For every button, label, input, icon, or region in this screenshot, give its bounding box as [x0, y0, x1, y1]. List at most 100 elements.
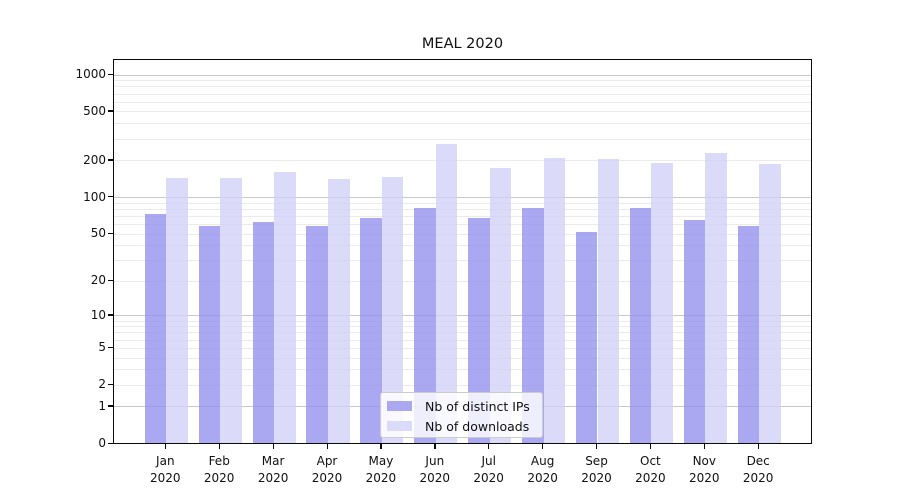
gridline-8	[114, 326, 811, 328]
y-tick-label-2: 2	[98, 377, 106, 392]
y-tick-mark	[108, 279, 113, 282]
y-tick-mark	[108, 383, 113, 386]
bar-downloads-oct	[651, 163, 673, 443]
x-tick-label-jan: Jan 2020	[150, 454, 181, 485]
bar-ips-nov	[683, 220, 706, 443]
gridline-3	[114, 369, 811, 371]
bar-ips-jan	[144, 213, 167, 443]
legend-item-distinct-ips: Nb of distinct IPs	[387, 398, 530, 414]
x-tick-mark	[488, 444, 490, 449]
x-tick-mark	[434, 444, 436, 449]
bar-downloads-dec	[759, 163, 781, 443]
x-tick-label-mar: Mar 2020	[257, 454, 289, 485]
x-tick-label-sep: Sep 2020	[581, 454, 612, 485]
x-tick-label-aug: Aug 2020	[527, 454, 558, 485]
gridline-300	[114, 138, 811, 140]
legend-item-downloads: Nb of downloads	[387, 418, 529, 434]
gridline-60	[114, 223, 811, 225]
gridline-90	[114, 202, 811, 204]
x-tick-mark	[649, 444, 652, 449]
gridline-900	[114, 80, 811, 82]
gridline-4	[114, 357, 811, 359]
x-tick-label-dec: Dec 2020	[742, 454, 774, 485]
x-tick-label-oct: Oct 2020	[635, 454, 666, 485]
x-tick-mark	[596, 444, 598, 449]
gridline-20	[114, 280, 811, 282]
gridline-70	[114, 215, 811, 217]
plot-area: Nb of distinct IPs Nb of downloads	[113, 59, 812, 444]
x-tick-label-feb: Feb 2020	[203, 454, 235, 485]
bar-ips-aug	[522, 207, 544, 443]
y-tick-label-50: 50	[90, 226, 106, 240]
x-tick-mark	[542, 444, 544, 449]
x-tick-mark	[164, 444, 167, 449]
bar-downloads-jun	[435, 143, 458, 443]
x-tick-mark	[272, 444, 274, 449]
gridline-500	[114, 111, 811, 113]
x-tick-label-jun: Jun 2020	[419, 454, 451, 485]
gridline-9	[114, 320, 811, 322]
gridline-6	[114, 339, 811, 341]
x-tick-label-apr: Apr 2020	[311, 454, 343, 485]
x-tick-label-nov: Nov 2020	[689, 454, 720, 485]
bar-ips-may	[360, 217, 382, 443]
x-tick-label-jul: Jul 2020	[473, 454, 504, 485]
bars	[114, 60, 811, 443]
bar-downloads-jan	[166, 177, 188, 443]
bar-downloads-sep	[597, 158, 620, 443]
legend-label-downloads: Nb of downloads	[425, 418, 530, 434]
y-tick-label-0: 0	[98, 436, 106, 450]
gridline-30	[114, 260, 811, 262]
gridline-40	[114, 245, 811, 247]
gridline-200	[114, 160, 811, 162]
bar-ips-feb	[198, 226, 221, 443]
bar-ips-dec	[737, 226, 760, 443]
y-tick-mark	[108, 110, 113, 112]
gridline-400	[114, 123, 811, 125]
y-tick-label-10: 10	[90, 307, 106, 322]
bar-downloads-feb	[220, 178, 242, 443]
gridline-700	[114, 93, 811, 95]
gridline-50	[114, 233, 811, 235]
x-tick-mark	[380, 444, 382, 449]
legend-label-distinct-ips: Nb of distinct IPs	[425, 398, 530, 414]
bar-downloads-mar	[274, 172, 296, 443]
gridline-800	[114, 86, 811, 88]
gridline-2	[114, 384, 811, 386]
gridline-1000	[114, 74, 811, 76]
bar-downloads-aug	[543, 158, 566, 443]
legend-swatch-downloads-icon	[387, 421, 412, 431]
bar-downloads-may	[381, 176, 404, 443]
y-tick-label-20: 20	[90, 273, 106, 288]
x-tick-mark	[326, 444, 328, 449]
x-tick-mark	[218, 444, 220, 449]
gridline-5	[114, 347, 811, 349]
bar-downloads-apr	[328, 179, 350, 443]
gridline-100	[114, 197, 811, 198]
bar-ips-jul	[468, 218, 490, 443]
y-tick-label-100: 100	[83, 189, 106, 204]
gridline-7	[114, 332, 811, 334]
y-tick-mark	[108, 442, 113, 444]
gridline-80	[114, 208, 811, 210]
bar-ips-apr	[306, 226, 328, 443]
legend: Nb of distinct IPs Nb of downloads	[380, 392, 543, 438]
y-tick-mark	[108, 159, 113, 161]
bar-ips-oct	[629, 207, 652, 443]
y-tick-label-5: 5	[98, 340, 106, 355]
bar-ips-jun	[414, 208, 436, 443]
bar-ips-mar	[252, 221, 275, 443]
bar-ips-sep	[575, 231, 598, 443]
x-tick-mark	[757, 444, 759, 449]
y-tick-mark	[108, 314, 113, 316]
y-tick-mark	[108, 196, 113, 198]
legend-swatch-distinct-ips-icon	[387, 401, 412, 411]
chart-title: MEAL 2020	[421, 36, 504, 52]
gridlines	[114, 60, 811, 443]
x-tick-label-may: May 2020	[365, 454, 397, 485]
gridline-600	[114, 101, 811, 103]
y-tick-label-500: 500	[83, 103, 106, 118]
y-tick-label-200: 200	[83, 152, 106, 167]
y-tick-mark	[108, 232, 113, 234]
